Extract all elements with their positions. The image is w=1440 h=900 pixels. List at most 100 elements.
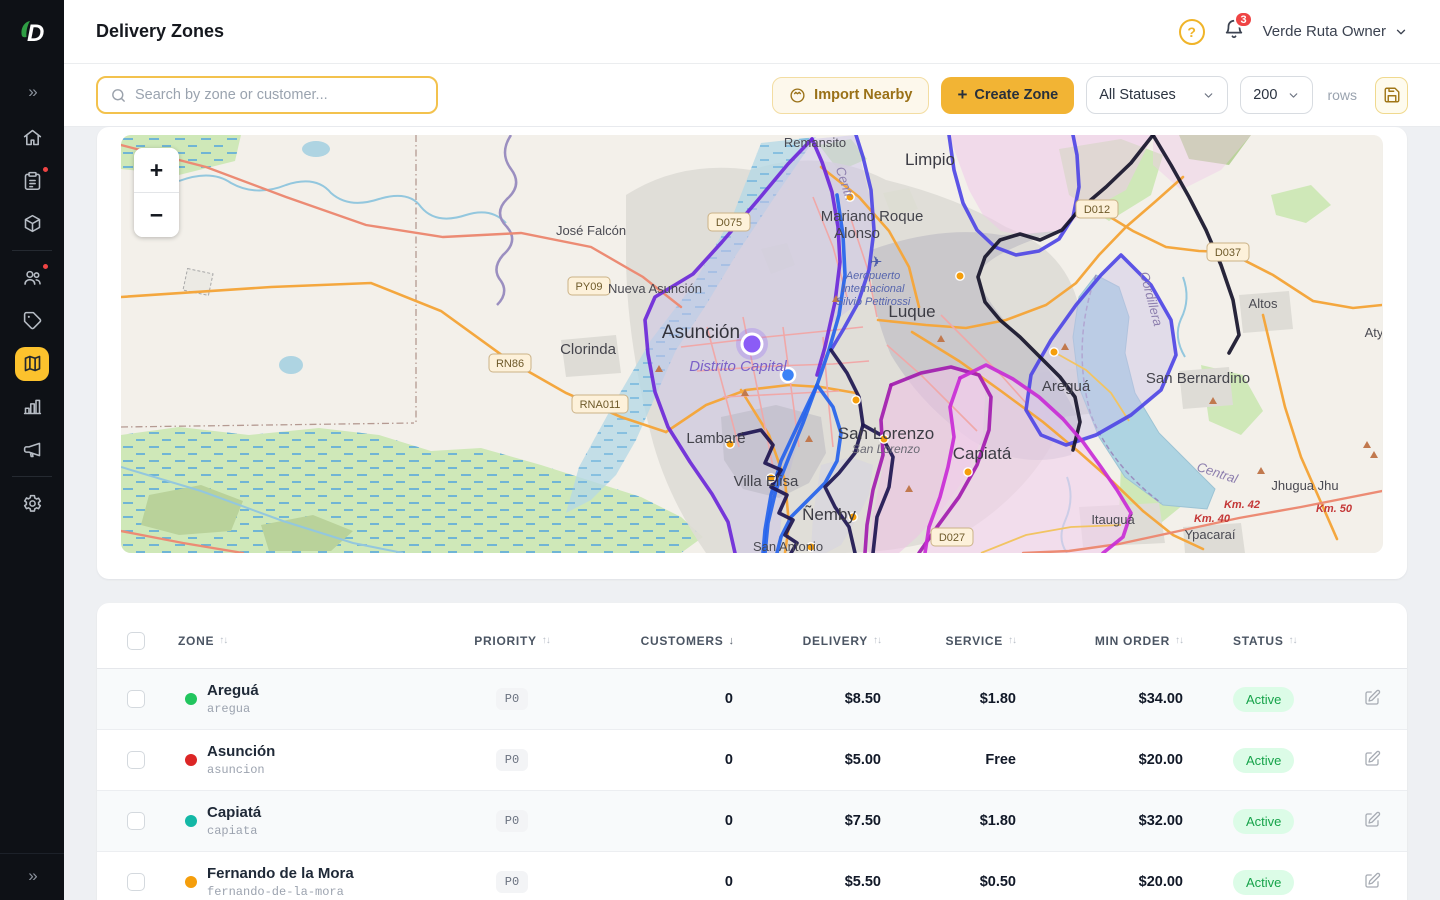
service-fee: $0.50 <box>891 874 1026 890</box>
customers-value: 0 <box>587 813 743 829</box>
row-checkbox[interactable] <box>127 751 145 769</box>
import-nearby-button[interactable]: Import Nearby <box>772 77 929 114</box>
column-header-delivery[interactable]: DELIVERY↑↓ <box>743 634 891 648</box>
sidebar-item-marketing[interactable] <box>0 428 64 471</box>
edit-zone-button[interactable] <box>1363 872 1381 893</box>
sort-icon: ↑↓ <box>219 635 227 646</box>
users-icon <box>22 267 43 288</box>
clipboard-icon <box>22 170 43 191</box>
sidebar-collapse-button[interactable]: » <box>28 866 35 886</box>
svg-text:Altos: Altos <box>1249 296 1278 311</box>
svg-text:D075: D075 <box>716 217 742 229</box>
sort-icon: ↑↓ <box>1008 635 1016 646</box>
map-canvas: ✈ D075 PY09 RN86 RNA011 D012 D037 D027 R… <box>121 135 1382 553</box>
status-filter-select[interactable]: All Statuses <box>1086 76 1228 114</box>
status-badge: Active <box>1233 809 1294 834</box>
sidebar-item-zones[interactable] <box>0 342 64 385</box>
svg-text:San Lorenzo: San Lorenzo <box>838 424 934 443</box>
column-header-zone[interactable]: ZONE↑↓ <box>173 634 437 648</box>
sidebar-item-customers[interactable] <box>0 256 64 299</box>
zoom-out-button[interactable]: − <box>134 193 179 237</box>
page-size-select[interactable]: 200 <box>1240 76 1313 114</box>
chevron-down-icon <box>1287 89 1300 102</box>
row-checkbox[interactable] <box>127 812 145 830</box>
column-header-service[interactable]: SERVICE↑↓ <box>891 634 1026 648</box>
svg-text:D012: D012 <box>1084 204 1110 216</box>
sort-icon: ↑↓ <box>1289 635 1297 646</box>
rows-label: rows <box>1327 87 1357 103</box>
sort-icon: ↑↓ <box>1175 635 1183 646</box>
brand-logo[interactable]: D <box>0 0 64 64</box>
service-fee: $1.80 <box>891 691 1026 707</box>
save-view-button[interactable] <box>1375 77 1408 114</box>
min-order: $20.00 <box>1026 752 1193 768</box>
customers-value: 0 <box>587 691 743 707</box>
create-zone-button[interactable]: + Create Zone <box>941 77 1074 114</box>
priority-badge: P0 <box>496 810 528 832</box>
select-all-checkbox[interactable] <box>127 632 145 650</box>
svg-text:Remansito: Remansito <box>784 135 846 150</box>
zoom-in-button[interactable]: + <box>134 148 179 192</box>
gear-icon <box>22 493 43 514</box>
customers-value: 0 <box>587 874 743 890</box>
sidebar-divider <box>0 853 64 854</box>
row-checkbox[interactable] <box>127 690 145 708</box>
sidebar-divider <box>12 476 52 477</box>
sidebar-item-tags[interactable] <box>0 299 64 342</box>
sidebar-item-analytics[interactable] <box>0 385 64 428</box>
column-header-status[interactable]: STATUS↑↓ <box>1193 634 1337 648</box>
service-fee: Free <box>891 752 1026 768</box>
zone-color-dot <box>185 754 197 766</box>
svg-text:Jhugua Jhu: Jhugua Jhu <box>1271 478 1338 493</box>
delivery-zones-map[interactable]: + − <box>121 135 1383 553</box>
zone-name: Areguá <box>207 682 259 700</box>
min-order: $34.00 <box>1026 691 1193 707</box>
column-header-min-order[interactable]: MIN ORDER↑↓ <box>1026 634 1193 648</box>
sidebar-divider <box>12 250 52 251</box>
delivery-fee: $5.00 <box>743 752 891 768</box>
zone-name: Asunción <box>207 743 275 761</box>
box-icon <box>22 213 43 234</box>
zone-slug: asuncion <box>207 763 275 777</box>
sidebar-nav <box>0 116 64 853</box>
zone-slug: fernando-de-la-mora <box>207 885 354 899</box>
svg-text:Mariano Roque: Mariano Roque <box>821 208 924 225</box>
column-header-priority[interactable]: PRIORITY↑↓ <box>437 634 587 648</box>
column-header-customers[interactable]: CUSTOMERS↓ <box>587 634 743 648</box>
edit-zone-button[interactable] <box>1363 811 1381 832</box>
sort-icon: ↑↓ <box>542 635 550 646</box>
edit-zone-button[interactable] <box>1363 689 1381 710</box>
svg-text:RN86: RN86 <box>496 358 524 370</box>
svg-text:Silvio Pettirossi: Silvio Pettirossi <box>836 296 911 308</box>
table-row: Areguá aregua P0 0 $8.50 $1.80 $34.00 Ac… <box>97 669 1407 730</box>
row-checkbox[interactable] <box>127 873 145 891</box>
primary-marker[interactable] <box>736 328 768 360</box>
map-icon <box>22 353 43 374</box>
svg-text:Nueva Asunción: Nueva Asunción <box>608 281 702 296</box>
sidebar-expand-button[interactable]: » <box>28 82 35 102</box>
user-menu[interactable]: Verde Ruta Owner <box>1263 23 1408 40</box>
search-input[interactable] <box>135 87 424 103</box>
sidebar-item-home[interactable] <box>0 116 64 159</box>
zone-name: Fernando de la Mora <box>207 865 354 883</box>
svg-text:RNA011: RNA011 <box>580 399 621 411</box>
help-icon[interactable]: ? <box>1179 19 1205 45</box>
package-icon <box>789 87 806 104</box>
edit-zone-button[interactable] <box>1363 750 1381 771</box>
svg-text:Km. 50: Km. 50 <box>1316 503 1353 515</box>
priority-badge: P0 <box>496 688 528 710</box>
search-icon <box>110 87 127 104</box>
notifications-button[interactable]: 3 <box>1223 18 1245 45</box>
svg-text:San Lorenzo: San Lorenzo <box>852 442 920 456</box>
service-fee: $1.80 <box>891 813 1026 829</box>
zone-name: Capiatá <box>207 804 261 822</box>
sidebar-item-products[interactable] <box>0 202 64 245</box>
table-row: Capiatá capiata P0 0 $7.50 $1.80 $32.00 … <box>97 791 1407 852</box>
sidebar: D » <box>0 0 64 900</box>
sidebar-item-orders[interactable] <box>0 159 64 202</box>
chevron-down-icon <box>1394 25 1408 39</box>
svg-text:D037: D037 <box>1215 247 1241 259</box>
sidebar-item-settings[interactable] <box>0 482 64 525</box>
table-row: Asunción asuncion P0 0 $5.00 Free $20.00… <box>97 730 1407 791</box>
plus-icon: + <box>957 85 967 105</box>
